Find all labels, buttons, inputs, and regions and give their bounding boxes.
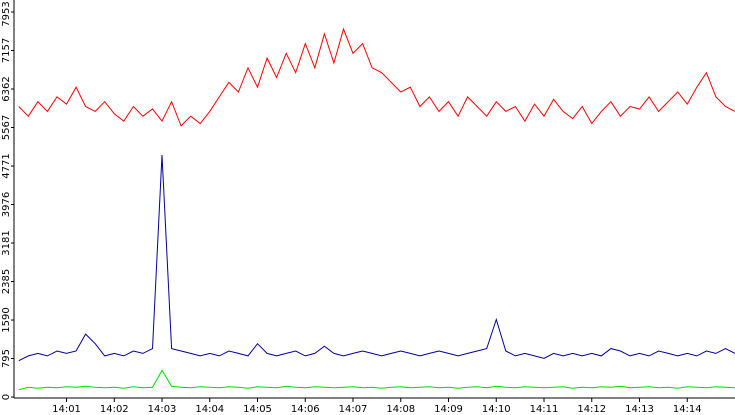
x-tick-label: 14:12 [577, 404, 606, 415]
x-tick-label: 14:08 [386, 404, 415, 415]
x-tick-label: 14:04 [195, 404, 224, 415]
x-tick-label: 14:10 [482, 404, 511, 415]
y-tick-label: 3976 [1, 192, 12, 217]
x-tick-label: 14:03 [148, 404, 177, 415]
y-tick-label: 2385 [1, 269, 12, 294]
y-tick-label: 4771 [1, 153, 12, 178]
y-tick-label: 6362 [1, 76, 12, 101]
series-line [18, 154, 735, 362]
y-tick-label: 1590 [1, 307, 12, 332]
x-tick-label: 14:05 [243, 404, 272, 415]
x-tick-label: 14:06 [291, 404, 320, 415]
series-line [18, 27, 735, 127]
x-tick-label: 14:02 [100, 404, 129, 415]
x-tick-label: 14:07 [339, 404, 368, 415]
y-tick-label: 7953 [1, 1, 12, 26]
y-tick-label: 795 [1, 349, 12, 368]
x-tick-label: 14:14 [673, 404, 702, 415]
series-line [18, 369, 735, 391]
x-tick-label: 14:09 [434, 404, 463, 415]
y-tick-label: 3181 [1, 230, 12, 255]
x-tick-label: 14:01 [52, 404, 81, 415]
y-tick-label: 7157 [1, 38, 12, 63]
y-tick-label: 0 [1, 394, 12, 400]
x-tick-label: 14:13 [625, 404, 654, 415]
y-tick-label: 5567 [1, 115, 12, 140]
x-tick-label: 14:11 [530, 404, 559, 415]
